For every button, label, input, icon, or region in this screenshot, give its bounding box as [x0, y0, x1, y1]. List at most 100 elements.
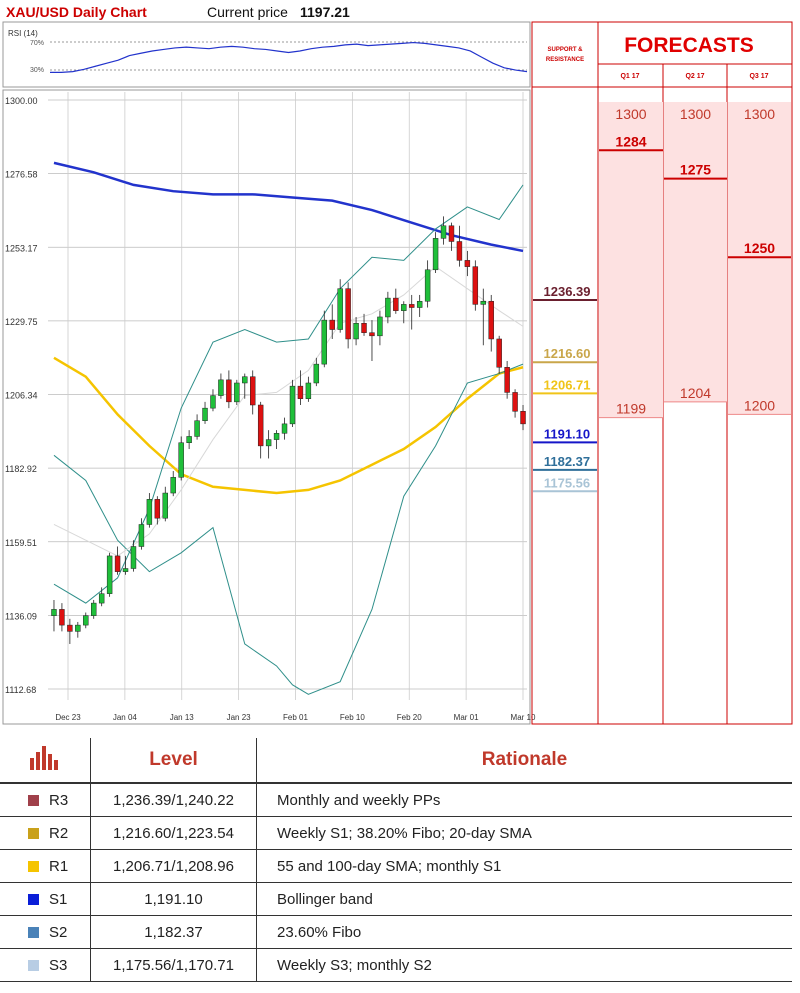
candle-down [154, 499, 161, 519]
x-tick-label: Feb 20 [397, 713, 422, 722]
candle-up [337, 288, 343, 330]
candle-down [393, 297, 399, 311]
line-lower-band [53, 363, 524, 695]
candle-down [409, 304, 415, 308]
candle-up [313, 363, 320, 384]
candle-down [361, 322, 367, 333]
candle-down [345, 288, 351, 340]
candle-up [242, 376, 248, 384]
candle-up [305, 382, 312, 399]
candle-up [83, 615, 89, 626]
x-tick-label: Jan 23 [227, 713, 252, 722]
current-price-label: Current price [207, 4, 288, 20]
sr-column [531, 86, 599, 725]
level-header: Level [90, 738, 257, 784]
row-level: 1,236.39/1,240.22 [90, 783, 257, 817]
r1-value: 1206.71 [544, 377, 591, 392]
table-row: S1 1,191.10 Bollinger band [0, 882, 792, 916]
sr-title-line2: RESISTANCE [546, 57, 584, 63]
row-rationale: 55 and 100-day SMA; monthly S1 [256, 849, 792, 883]
candle-down [456, 241, 463, 261]
forecast-mid-label: 1250 [744, 240, 775, 256]
forecast-high-label: 1300 [680, 106, 711, 122]
candle-down [226, 379, 232, 403]
candle-up [480, 300, 486, 305]
row-rationale: Weekly S1; 38.20% Fibo; 20-day SMA [256, 816, 792, 850]
candle-down [520, 411, 526, 425]
row-name: S1 [49, 890, 68, 908]
table-row: R3 1,236.39/1,240.22 Monthly and weekly … [0, 783, 792, 817]
forecast-low-label: 1204 [680, 385, 711, 401]
y-tick-label: 1112.68 [5, 685, 36, 695]
y-tick-label: 1276.58 [5, 170, 38, 180]
candle-up [273, 433, 280, 440]
candle-up [416, 300, 423, 308]
forecast-range [664, 102, 727, 402]
line-yellow-SMA [53, 356, 524, 495]
quarter-q3: Q3 17 [749, 73, 768, 80]
row-level: 1,191.10 [90, 882, 257, 916]
current-price-value: 1197.21 [300, 4, 350, 20]
candle-up [162, 492, 168, 519]
y-tick-label: 1253.17 [5, 243, 38, 253]
row-rationale: Bollinger band [256, 882, 792, 916]
rsi-line [50, 41, 528, 73]
r2-swatch [28, 828, 39, 840]
row-level: 1,206.71/1,208.96 [90, 849, 257, 883]
forecast-high-label: 1300 [615, 106, 646, 122]
candle-down [472, 266, 479, 305]
chart-title: XAU/USD Daily Chart [6, 4, 147, 20]
y-tick-label: 1159.51 [5, 538, 37, 548]
x-tick-label: Feb 01 [283, 713, 308, 722]
s1-swatch [28, 894, 39, 906]
candle-up [440, 225, 447, 239]
r1-swatch [28, 861, 39, 873]
candle-down [504, 367, 510, 393]
y-tick-label: 1206.34 [5, 391, 38, 401]
candle-up [106, 555, 113, 594]
row-name: R3 [49, 791, 69, 809]
candle-up [432, 238, 439, 271]
candle-up [138, 524, 145, 547]
s2-value: 1182.37 [544, 454, 590, 469]
y-tick-label: 1182.92 [5, 464, 37, 474]
row-level: 1,216.60/1,223.54 [90, 816, 257, 850]
candle-up [289, 385, 296, 425]
candle-up [234, 382, 240, 403]
candle-up [194, 420, 200, 437]
quarter-q1: Q1 17 [620, 73, 639, 80]
s1-value: 1191.10 [544, 426, 590, 441]
candle-down [114, 555, 121, 572]
forecast-high-label: 1300 [744, 106, 775, 122]
s2-swatch [28, 927, 39, 939]
candle-up [170, 477, 176, 494]
candle-up [265, 439, 272, 447]
candle-up [353, 322, 359, 340]
x-tick-label: Jan 13 [170, 713, 195, 722]
r3-value: 1236.39 [544, 284, 591, 299]
candle-up [218, 379, 224, 396]
candle-down [512, 392, 518, 412]
candle-up [401, 304, 407, 311]
candle-up [98, 593, 105, 604]
candle-up [91, 602, 97, 616]
candle-up [146, 499, 153, 525]
row-name: S2 [49, 923, 68, 941]
candle-down [257, 404, 264, 447]
bar-chart-icon [30, 746, 58, 770]
rsi-panel [2, 21, 531, 88]
s3-value: 1175.56 [544, 475, 590, 490]
y-tick-label: 1229.75 [5, 317, 38, 327]
rationale-header: Rationale [256, 738, 792, 784]
forecast-low-label: 1200 [744, 397, 775, 413]
candle-down [464, 260, 471, 267]
row-name: R1 [49, 857, 69, 875]
candle-up [377, 316, 383, 337]
candle-up [210, 395, 216, 409]
x-tick-label: Mar 01 [454, 713, 479, 722]
y-tick-label: 1300.00 [5, 96, 38, 106]
levels-table: Level Rationale R3 1,236.39/1,240.22 Mon… [0, 738, 792, 982]
r2-value: 1216.60 [544, 346, 591, 361]
r3-swatch [28, 795, 39, 807]
row-level: 1,182.37 [90, 915, 257, 949]
